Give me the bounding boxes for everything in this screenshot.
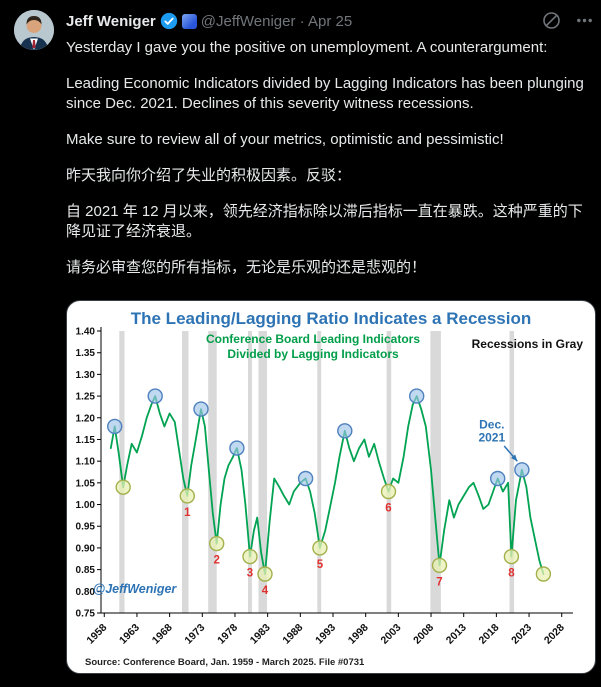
post-paragraph: Make sure to review all of your metrics,… bbox=[66, 131, 504, 148]
post-paragraph: Yesterday I gave you the positive on une… bbox=[66, 39, 548, 56]
svg-text:2021: 2021 bbox=[478, 431, 505, 445]
svg-text:1968: 1968 bbox=[150, 622, 175, 647]
chart-subtitle-line1: Conference Board Leading Indicators bbox=[205, 332, 421, 346]
chart-media[interactable]: 0.75 0.80 0.85 0.90 0.95 1.00 1.05 1.10 1.15 1.20… bbox=[66, 300, 596, 674]
svg-text:1973: 1973 bbox=[182, 622, 207, 647]
svg-text:1.10: 1.10 bbox=[76, 457, 96, 468]
svg-text:1.05: 1.05 bbox=[76, 478, 96, 489]
chart-title: The Leading/Lagging Ratio Indicates a Re… bbox=[130, 309, 532, 328]
svg-text:0.75: 0.75 bbox=[76, 609, 96, 620]
post-header: Jeff Weniger @JeffWeniger · Apr 25 bbox=[66, 10, 594, 32]
post-paragraph: Leading Economic Indicators divided by L… bbox=[66, 75, 584, 112]
svg-text:1998: 1998 bbox=[346, 622, 371, 647]
svg-text:1.00: 1.00 bbox=[76, 500, 96, 511]
svg-text:1.40: 1.40 bbox=[76, 327, 96, 338]
svg-text:1978: 1978 bbox=[215, 622, 240, 647]
svg-text:0.80: 0.80 bbox=[76, 587, 96, 598]
svg-text:2003: 2003 bbox=[378, 622, 403, 647]
svg-text:6: 6 bbox=[385, 503, 391, 515]
chart-plot: 0.75 0.80 0.85 0.90 0.95 1.00 1.05 1.10 1.15 1.20… bbox=[76, 327, 573, 647]
author-name[interactable]: Jeff Weniger bbox=[66, 12, 156, 30]
svg-text:3: 3 bbox=[247, 568, 253, 580]
svg-text:2028: 2028 bbox=[542, 622, 567, 647]
verified-badge-icon bbox=[160, 12, 177, 30]
svg-text:8: 8 bbox=[508, 568, 515, 580]
post-content: Jeff Weniger @JeffWeniger · Apr 25 bbox=[66, 10, 596, 674]
svg-text:Dec.: Dec. bbox=[479, 418, 504, 432]
chart-source: Source: Conference Board, Jan. 1959 - Ma… bbox=[85, 657, 365, 668]
svg-text:1993: 1993 bbox=[313, 622, 338, 647]
affiliate-badge[interactable] bbox=[181, 13, 197, 29]
post-text: Yesterday I gave you the positive on une… bbox=[66, 38, 594, 278]
post-header-actions bbox=[542, 11, 594, 30]
svg-text:1958: 1958 bbox=[84, 622, 109, 647]
chart-watermark: @JeffWeniger bbox=[93, 582, 177, 596]
svg-text:1: 1 bbox=[184, 507, 191, 519]
svg-text:7: 7 bbox=[436, 576, 442, 588]
post-paragraph: 请务必审查您的所有指标，无论是乐观的还是悲观的！ bbox=[66, 259, 427, 276]
svg-text:1.15: 1.15 bbox=[76, 435, 96, 446]
svg-text:0.85: 0.85 bbox=[76, 565, 96, 576]
svg-text:1.35: 1.35 bbox=[76, 348, 96, 359]
svg-text:0.95: 0.95 bbox=[76, 522, 96, 533]
slashed-circle-icon[interactable] bbox=[542, 11, 561, 30]
chart-subtitle-line2: Divided by Lagging Indicators bbox=[227, 347, 399, 361]
avatar-photo bbox=[14, 10, 54, 50]
chart-subtitle: Conference Board Leading Indicators Divi… bbox=[67, 332, 559, 362]
recessions-note: Recessions in Gray bbox=[471, 337, 583, 351]
more-options-icon[interactable] bbox=[575, 11, 594, 30]
post-paragraph: 自 2021 年 12 月以来，领先经济指标除以滞后指标一直在暴跌。这种严重的下… bbox=[66, 203, 583, 240]
svg-text:1983: 1983 bbox=[248, 622, 273, 647]
svg-text:2013: 2013 bbox=[444, 622, 469, 647]
svg-text:1.20: 1.20 bbox=[76, 413, 96, 424]
svg-text:1988: 1988 bbox=[280, 622, 305, 647]
svg-text:2018: 2018 bbox=[476, 622, 501, 647]
svg-text:2023: 2023 bbox=[509, 622, 534, 647]
svg-text:4: 4 bbox=[262, 585, 269, 597]
avatar[interactable] bbox=[14, 10, 54, 50]
svg-text:1.25: 1.25 bbox=[76, 392, 96, 403]
post-paragraph: 昨天我向你介绍了失业的积极因素。反驳： bbox=[66, 167, 352, 184]
svg-text:2: 2 bbox=[213, 555, 219, 567]
svg-text:1.30: 1.30 bbox=[76, 370, 96, 381]
handle-and-date[interactable]: @JeffWeniger · Apr 25 bbox=[200, 12, 353, 30]
svg-text:5: 5 bbox=[317, 559, 324, 571]
svg-text:0.90: 0.90 bbox=[76, 543, 96, 554]
svg-text:2008: 2008 bbox=[411, 622, 436, 647]
svg-text:1963: 1963 bbox=[117, 622, 142, 647]
